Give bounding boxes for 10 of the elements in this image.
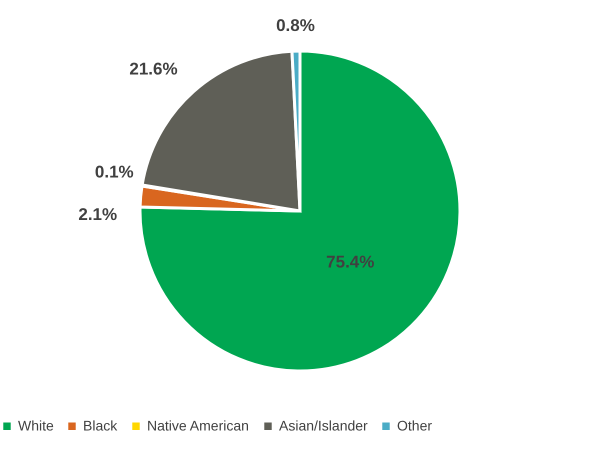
legend-label: Black — [83, 417, 118, 434]
data-label: 0.8% — [276, 16, 315, 36]
data-label: 21.6% — [129, 59, 178, 78]
legend-label: White — [18, 417, 54, 434]
data-label: 75.4% — [326, 252, 374, 272]
legend-label: Asian/Islander — [279, 417, 368, 434]
legend-label: Native American — [147, 417, 249, 434]
data-label: 0.1% — [94, 162, 134, 182]
legend-label: Other — [397, 417, 432, 434]
data-label: 2.1% — [78, 204, 118, 224]
